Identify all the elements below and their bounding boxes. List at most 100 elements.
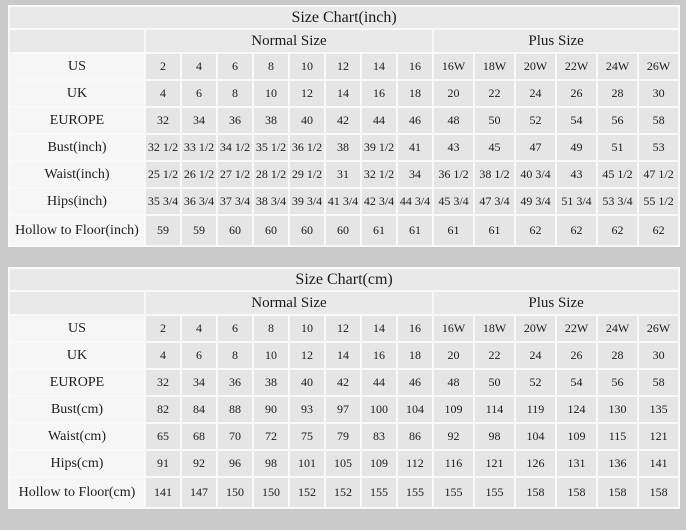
size-cell: 38 — [252, 368, 290, 397]
size-cell: 39 1/2 — [360, 133, 398, 162]
size-cell: 56 — [596, 368, 639, 397]
size-cell: 49 — [555, 133, 598, 162]
size-cell: 147 — [180, 476, 218, 509]
size-cell: 24 — [514, 341, 557, 370]
size-cell: 43 — [432, 133, 475, 162]
size-cell: 150 — [252, 476, 290, 509]
size-cell: 26 1/2 — [180, 160, 218, 189]
size-cell: 92 — [432, 422, 475, 451]
size-cell: 18W — [473, 314, 516, 343]
corner-cell — [8, 290, 146, 316]
size-cell: 141 — [636, 449, 681, 478]
size-cell: 109 — [432, 395, 475, 424]
size-cell: 28 — [596, 341, 639, 370]
size-cell: 62 — [636, 214, 681, 247]
size-cell: 61 — [360, 214, 398, 247]
size-cell: 72 — [252, 422, 290, 451]
size-cell: 8 — [252, 314, 290, 343]
size-cell: 24 — [514, 79, 557, 108]
size-cell: 131 — [555, 449, 598, 478]
size-cell: 22W — [555, 52, 598, 81]
normal-size-header: Normal Size — [144, 28, 434, 54]
corner-cell — [8, 28, 146, 54]
size-cell: 158 — [636, 476, 681, 509]
size-cell: 24W — [596, 52, 639, 81]
size-cell: 105 — [324, 449, 362, 478]
size-cell: 18W — [473, 52, 516, 81]
size-cell: 32 — [144, 368, 182, 397]
size-cell: 83 — [360, 422, 398, 451]
size-cell: 98 — [473, 422, 516, 451]
size-cell: 38 — [324, 133, 362, 162]
size-cell: 6 — [180, 341, 218, 370]
size-cell: 4 — [180, 52, 218, 81]
size-cell: 37 3/4 — [216, 187, 254, 216]
size-cell: 60 — [216, 214, 254, 247]
chart-title: Size Chart(inch) — [7, 5, 681, 30]
size-cell: 29 1/2 — [288, 160, 326, 189]
size-cell: 44 — [360, 368, 398, 397]
size-cell: 92 — [180, 449, 218, 478]
size-cell: 16 — [360, 79, 398, 108]
size-cell: 136 — [596, 449, 639, 478]
size-cell: 8 — [216, 341, 254, 370]
size-cell: 46 — [396, 106, 434, 135]
size-cell: 98 — [252, 449, 290, 478]
size-cell: 47 1/2 — [636, 160, 681, 189]
table-row: Waist(cm) 65 68 70 72 75 79 83 86 92 98 104 109 115 12… — [8, 422, 681, 451]
row-label: EUROPE — [8, 106, 146, 135]
size-cell: 32 1/2 — [360, 160, 398, 189]
size-cell: 4 — [180, 314, 218, 343]
row-label: EUROPE — [8, 368, 146, 397]
size-cell: 38 1/2 — [473, 160, 516, 189]
size-cell: 54 — [555, 368, 598, 397]
size-cell: 48 — [432, 368, 475, 397]
size-cell: 20W — [514, 314, 557, 343]
size-cell: 16W — [432, 52, 475, 81]
size-cell: 158 — [555, 476, 598, 509]
size-cell: 70 — [216, 422, 254, 451]
row-label: Waist(cm) — [8, 422, 146, 451]
size-cell: 6 — [216, 314, 254, 343]
row-label: Hollow to Floor(cm) — [8, 476, 146, 509]
size-cell: 36 — [216, 368, 254, 397]
size-cell: 124 — [555, 395, 598, 424]
size-cell: 14 — [360, 52, 398, 81]
size-cell: 40 — [288, 368, 326, 397]
size-cell: 25 1/2 — [144, 160, 182, 189]
table-row: Bust(inch) 32 1/2 33 1/2 34 1/2 35 1/2 36 1/2… — [8, 133, 681, 162]
size-chart-inch: Size Chart(inch) Normal Size Plus Size U… — [7, 5, 681, 247]
table-row: US 2 4 6 8 10 12 14 16 16W 18W 20W 22W 24W 26W — [8, 314, 681, 343]
size-cell: 155 — [360, 476, 398, 509]
size-cell: 26 — [555, 341, 598, 370]
size-cell: 82 — [144, 395, 182, 424]
size-cell: 62 — [555, 214, 598, 247]
size-cell: 97 — [324, 395, 362, 424]
size-cell: 26W — [636, 52, 681, 81]
row-label: Waist(inch) — [8, 160, 146, 189]
table-row: EUROPE 32 34 36 38 40 42 44 46 48 50 52 54 56 58 — [8, 106, 681, 135]
size-cell: 59 — [180, 214, 218, 247]
size-cell: 6 — [180, 79, 218, 108]
size-cell: 109 — [555, 422, 598, 451]
plus-size-header: Plus Size — [431, 28, 681, 54]
size-cell: 2 — [144, 314, 182, 343]
size-cell: 40 3/4 — [514, 160, 557, 189]
size-cell: 61 — [396, 214, 434, 247]
size-cell: 84 — [180, 395, 218, 424]
size-cell: 30 — [636, 341, 681, 370]
size-cell: 26W — [636, 314, 681, 343]
row-label: Hips(inch) — [8, 187, 146, 216]
table-row: Bust(cm) 82 84 88 90 93 97 100 104 109 114 119 124 13… — [8, 395, 681, 424]
size-cell: 18 — [396, 341, 434, 370]
size-cell: 38 — [252, 106, 290, 135]
size-cell: 42 — [324, 106, 362, 135]
size-cell: 30 — [636, 79, 681, 108]
size-cell: 150 — [216, 476, 254, 509]
row-label: Bust(inch) — [8, 133, 146, 162]
size-cell: 158 — [596, 476, 639, 509]
size-cell: 14 — [324, 79, 362, 108]
size-cell: 50 — [473, 106, 516, 135]
table-row: Hips(cm) 91 92 96 98 101 105 109 112 116 121 126 131… — [8, 449, 681, 478]
